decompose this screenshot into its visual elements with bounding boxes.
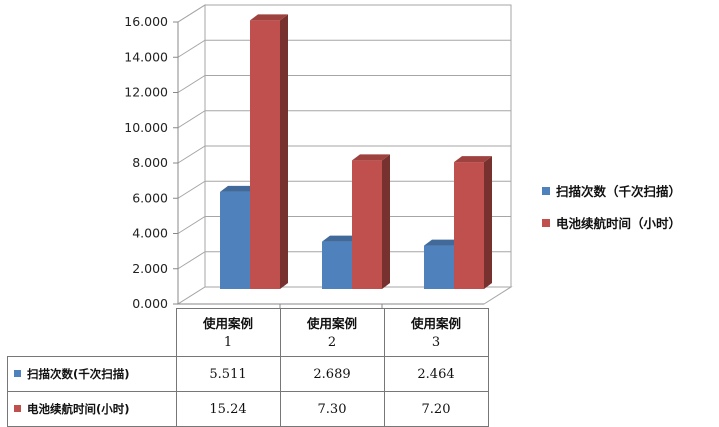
bar-battery-1: [250, 20, 280, 290]
y-tick-label: 6.000: [132, 190, 168, 205]
row-swatch-red: [14, 405, 21, 412]
gridline: [177, 145, 511, 164]
bar-top-scans-3: [424, 239, 462, 246]
bar-side-battery-1: [280, 14, 288, 290]
category-number-2: 2: [327, 334, 337, 350]
bar-battery-3: [454, 162, 484, 289]
bar-top-battery-3: [454, 156, 492, 163]
y-tick-label: 2.000: [132, 261, 168, 276]
bar-top-scans-1: [220, 185, 258, 192]
data-table-header-row: 使用案例 1 使用案例 2 使用案例 3: [7, 308, 489, 357]
y-tick-label: 0.000: [132, 296, 168, 311]
category-number-3: 3: [431, 334, 441, 350]
bar-battery-2: [352, 160, 382, 289]
bar-top-battery-2: [352, 154, 390, 161]
category-header-3: 使用案例 3: [383, 308, 489, 357]
cell-battery-1: 15.24: [175, 391, 281, 427]
bar-scans-3: [424, 245, 454, 289]
category-header-1: 使用案例 1: [175, 308, 281, 357]
data-table: 使用案例 1 使用案例 2 使用案例 3 扫描次数(千次扫描) 5.511 2.689…: [7, 308, 489, 427]
gridline: [177, 216, 511, 234]
bar-scans-1: [220, 191, 250, 289]
cell-scans-2: 2.689: [279, 356, 385, 392]
legend-label-scans: 扫描次数（千次扫描）: [556, 184, 682, 199]
legend-item-scans: 扫描次数（千次扫描）: [542, 181, 681, 200]
y-tick-label: 12.000: [124, 85, 168, 100]
category-label-2: 使用案例: [306, 315, 357, 331]
data-table-row-scans: 扫描次数(千次扫描) 5.511 2.689 2.464: [7, 356, 489, 392]
y-tick-label: 8.000: [132, 155, 168, 170]
floor: [176, 286, 513, 305]
gridline: [177, 4, 511, 23]
bar-side-battery-2: [382, 154, 390, 289]
legend-swatch-blue: [542, 187, 550, 195]
y-tick-label: 10.000: [124, 120, 168, 135]
data-table-corner: [7, 308, 177, 357]
row-label-battery: 电池续航时间(小时): [27, 402, 130, 416]
bar-side-battery-3: [484, 156, 492, 289]
bar-top-scans-2: [322, 235, 360, 242]
gridline: [177, 39, 511, 58]
category-label-3: 使用案例: [410, 315, 461, 331]
gridline: [177, 180, 511, 199]
row-header-battery: 电池续航时间(小时): [7, 391, 177, 427]
bar-top-battery-1: [250, 14, 288, 21]
legend-item-battery: 电池续航时间（小时）: [542, 213, 681, 232]
gridline: [177, 110, 511, 129]
cell-scans-1: 5.511: [175, 356, 281, 392]
gridline: [177, 251, 511, 270]
y-tick-label: 4.000: [132, 226, 168, 241]
cell-scans-3: 2.464: [383, 356, 489, 392]
legend-swatch-red: [542, 219, 550, 227]
cell-battery-3: 7.20: [383, 391, 489, 427]
category-header-2: 使用案例 2: [279, 308, 385, 357]
category-number-1: 1: [223, 334, 233, 350]
data-table-row-battery: 电池续航时间(小时) 15.24 7.30 7.20: [7, 391, 489, 427]
y-tick-label: 14.000: [124, 49, 168, 64]
category-label-1: 使用案例: [202, 315, 253, 331]
row-label-scans: 扫描次数(千次扫描): [27, 367, 130, 381]
bar-scans-2: [322, 241, 352, 289]
y-tick-label: 16.000: [124, 14, 168, 29]
legend-label-battery: 电池续航时间（小时）: [556, 216, 682, 231]
row-header-scans: 扫描次数(千次扫描): [7, 356, 177, 392]
cell-battery-2: 7.30: [279, 391, 385, 427]
gridline: [177, 75, 511, 93]
row-swatch-blue: [14, 370, 21, 377]
